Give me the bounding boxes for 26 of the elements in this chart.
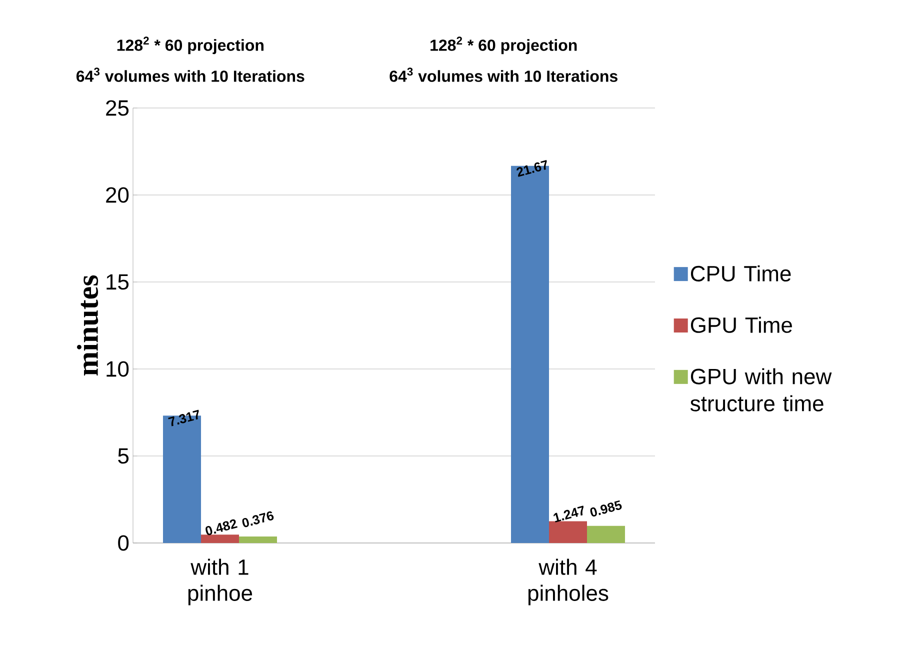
data-label: 0.482 <box>206 519 238 536</box>
text: 64$^{3}$ volumes with 10 Iterations <box>390 68 618 82</box>
legend-label: CPU Time <box>690 265 791 282</box>
legend-label: GPU with new structure time <box>690 368 832 412</box>
data-label: 21.67 <box>516 160 547 177</box>
text: 128$^{2}$ * 60 projection <box>430 36 577 54</box>
legend-label: GPU Time <box>690 316 792 333</box>
x-tick-label: with 1 pinhoe <box>188 558 252 606</box>
data-label: 7.317 <box>168 410 199 426</box>
y-tick-label: 0 <box>118 535 129 551</box>
x-tick-label: with 4 pinholes <box>528 558 608 606</box>
bar <box>201 534 239 543</box>
data-label: 0.376 <box>242 511 274 528</box>
y-axis-title: minutes <box>76 275 98 376</box>
bar <box>239 536 278 543</box>
y-tick-label: 10 <box>106 361 129 377</box>
text: 128$^{2}$ * 60 projection <box>117 36 264 54</box>
text: 64$^{3}$ volumes with 10 Iterations <box>76 68 304 82</box>
y-tick-label: 15 <box>106 274 129 290</box>
bar <box>549 521 587 543</box>
bar <box>587 526 625 543</box>
y-tick-label: 25 <box>106 100 129 116</box>
y-tick-label: 20 <box>106 187 129 203</box>
data-label: 0.985 <box>590 500 622 517</box>
data-label: 1.247 <box>554 506 584 522</box>
y-tick-label: 5 <box>118 448 129 464</box>
